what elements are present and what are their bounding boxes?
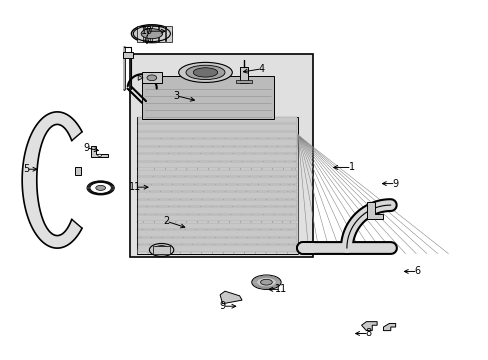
Text: 9: 9 xyxy=(219,301,225,311)
Ellipse shape xyxy=(141,29,162,39)
Text: 3: 3 xyxy=(173,91,179,101)
Polygon shape xyxy=(366,202,383,220)
Polygon shape xyxy=(235,80,252,83)
Text: 6: 6 xyxy=(414,266,420,276)
Bar xyxy=(137,117,298,253)
Ellipse shape xyxy=(178,62,232,82)
Bar xyxy=(138,245,297,252)
Ellipse shape xyxy=(260,279,272,285)
Bar xyxy=(122,52,133,58)
Polygon shape xyxy=(22,112,82,248)
Ellipse shape xyxy=(131,25,172,42)
Bar xyxy=(138,124,297,131)
Bar xyxy=(138,192,297,199)
Bar xyxy=(239,67,248,83)
Text: 10: 10 xyxy=(141,26,153,36)
Bar xyxy=(137,26,143,41)
Bar xyxy=(138,162,297,168)
Bar xyxy=(75,167,81,175)
Bar xyxy=(138,185,297,191)
Bar xyxy=(138,238,297,244)
Text: 2: 2 xyxy=(163,216,169,226)
Bar xyxy=(142,76,273,119)
Ellipse shape xyxy=(251,275,281,289)
Bar xyxy=(138,177,297,184)
Bar xyxy=(130,54,312,257)
Text: 8: 8 xyxy=(365,328,371,338)
Bar xyxy=(138,207,297,214)
Polygon shape xyxy=(383,323,395,330)
Bar xyxy=(138,170,297,176)
Ellipse shape xyxy=(98,154,102,156)
Bar xyxy=(152,26,158,41)
Ellipse shape xyxy=(96,185,105,190)
Bar xyxy=(138,147,297,153)
Bar xyxy=(138,215,297,221)
Polygon shape xyxy=(91,146,108,157)
Ellipse shape xyxy=(147,75,157,81)
Ellipse shape xyxy=(193,68,217,77)
Text: 7: 7 xyxy=(143,28,150,38)
Ellipse shape xyxy=(185,65,224,80)
Bar xyxy=(142,72,161,83)
Ellipse shape xyxy=(149,243,173,256)
Bar xyxy=(159,26,164,41)
Bar xyxy=(138,154,297,161)
Text: 4: 4 xyxy=(258,64,264,74)
Text: 11: 11 xyxy=(274,284,286,294)
Bar xyxy=(153,246,170,253)
Bar xyxy=(138,222,297,229)
Text: 9: 9 xyxy=(83,143,89,153)
Bar xyxy=(138,139,297,146)
Text: 9: 9 xyxy=(392,179,398,189)
Bar xyxy=(138,230,297,237)
Bar xyxy=(138,117,297,123)
Text: 1: 1 xyxy=(348,162,354,172)
Polygon shape xyxy=(138,75,143,80)
Bar xyxy=(144,26,150,41)
Bar xyxy=(138,132,297,138)
Text: 5: 5 xyxy=(23,164,29,174)
Ellipse shape xyxy=(154,246,169,254)
Polygon shape xyxy=(361,321,376,330)
Text: 11: 11 xyxy=(128,182,141,192)
Polygon shape xyxy=(220,291,242,304)
Bar xyxy=(166,26,172,41)
Bar xyxy=(138,200,297,206)
